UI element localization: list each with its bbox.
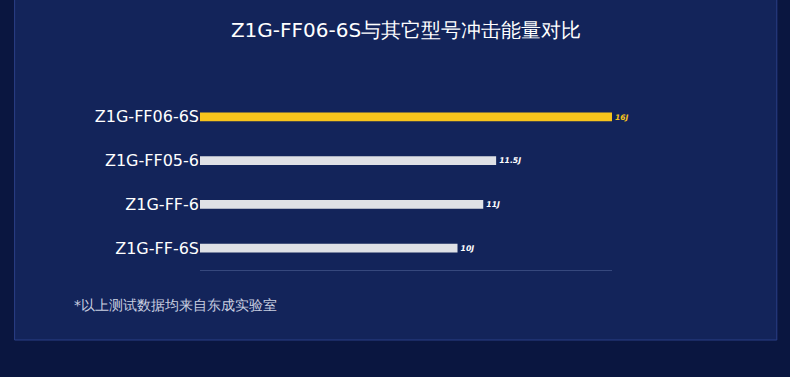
svg-text:Z1G-FF06-6S: Z1G-FF06-6S: [95, 107, 199, 126]
svg-text:11.5J: 11.5J: [499, 156, 521, 165]
svg-text:16J: 16J: [615, 113, 629, 122]
svg-text:*以上测试数据均来自东成实验室: *以上测试数据均来自东成实验室: [74, 297, 277, 313]
svg-text:Z1G-FF-6S: Z1G-FF-6S: [115, 239, 199, 258]
svg-text:Z1G-FF06-6S与其它型号冲击能量对比: Z1G-FF06-6S与其它型号冲击能量对比: [231, 18, 581, 42]
svg-text:Z1G-FF05-6: Z1G-FF05-6: [105, 151, 199, 170]
svg-text:10J: 10J: [460, 244, 474, 253]
svg-text:Z1G-FF-6: Z1G-FF-6: [125, 195, 199, 214]
svg-text:11J: 11J: [486, 200, 500, 209]
